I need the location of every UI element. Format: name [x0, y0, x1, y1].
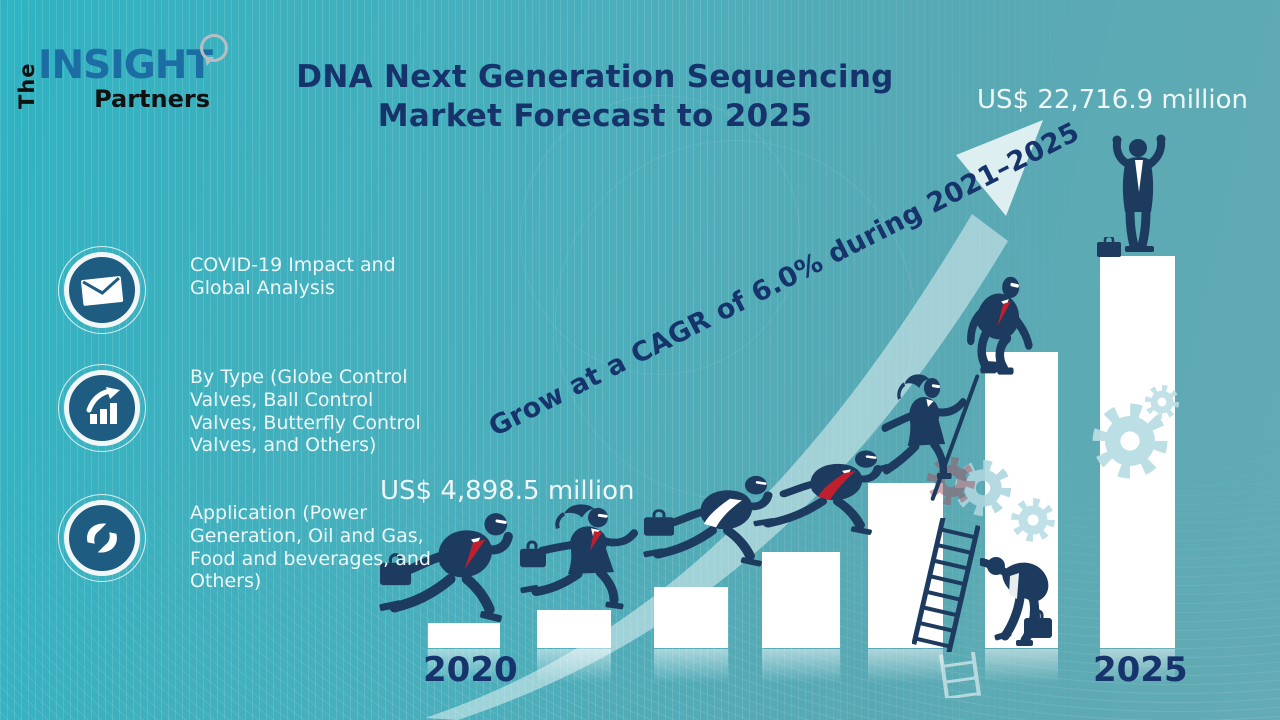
climbing-businessman [967, 276, 1033, 375]
climbing-businesswoman [873, 374, 967, 479]
hanging-tie [1009, 573, 1019, 599]
gear-icon [1092, 403, 1168, 479]
gear-icon [1011, 498, 1055, 542]
envelope-icon [58, 246, 146, 334]
staircase-bar-reflection [762, 649, 840, 689]
page-title: DNA Next Generation Sequencing Market Fo… [245, 58, 945, 136]
bent-businessman [980, 557, 1052, 646]
bullet-covid: COVID-19 Impact and Global Analysis [58, 246, 418, 334]
logo-the: The [15, 62, 39, 109]
title-line-1: DNA Next Generation Sequencing [296, 59, 894, 95]
logo-insight: INSIGHT [38, 43, 213, 88]
ladder-reflection [938, 652, 982, 698]
staircase-bar-reflection [537, 649, 611, 689]
running-businesswoman [520, 504, 638, 610]
bullet-covid-text: COVID-19 Impact and Global Analysis [190, 254, 396, 299]
victorious-businessman [1112, 134, 1166, 252]
briefcase-icon [1097, 237, 1121, 257]
staircase-bar-reflection [1100, 649, 1175, 689]
growth-chart-icon [58, 364, 146, 452]
white-tie [1135, 160, 1143, 192]
staircase-bar-3 [654, 587, 728, 648]
year-label-2025: 2025 [1093, 650, 1188, 690]
briefcase-icon [380, 562, 412, 586]
title-line-2: Market Forecast to 2025 [377, 98, 813, 135]
brand-logo: The INSIGHT Partners [15, 34, 229, 113]
staircase-bar-reflection [654, 649, 728, 689]
maintenance-sync-icon [58, 494, 146, 582]
gear-icon [1144, 384, 1180, 420]
bullet-by-type: By Type (Globe Control Valves, Ball Cont… [58, 364, 426, 457]
year-label-2020: 2020 [423, 650, 518, 690]
bullet-application: Application (Power Generation, Oil and G… [58, 494, 435, 593]
staircase-bar-reflection [985, 649, 1058, 689]
magnifier-icon [200, 34, 229, 62]
bullet-by-type-text: By Type (Globe Control Valves, Ball Cont… [190, 366, 421, 457]
ladder [912, 518, 980, 652]
staircase-bar-2 [537, 610, 611, 648]
logo-partners: Partners [94, 85, 211, 113]
market-value-2025: US$ 22,716.9 million [977, 85, 1248, 115]
briefcase-icon [644, 517, 674, 536]
bullet-application-text: Application (Power Generation, Oil and G… [190, 502, 431, 593]
